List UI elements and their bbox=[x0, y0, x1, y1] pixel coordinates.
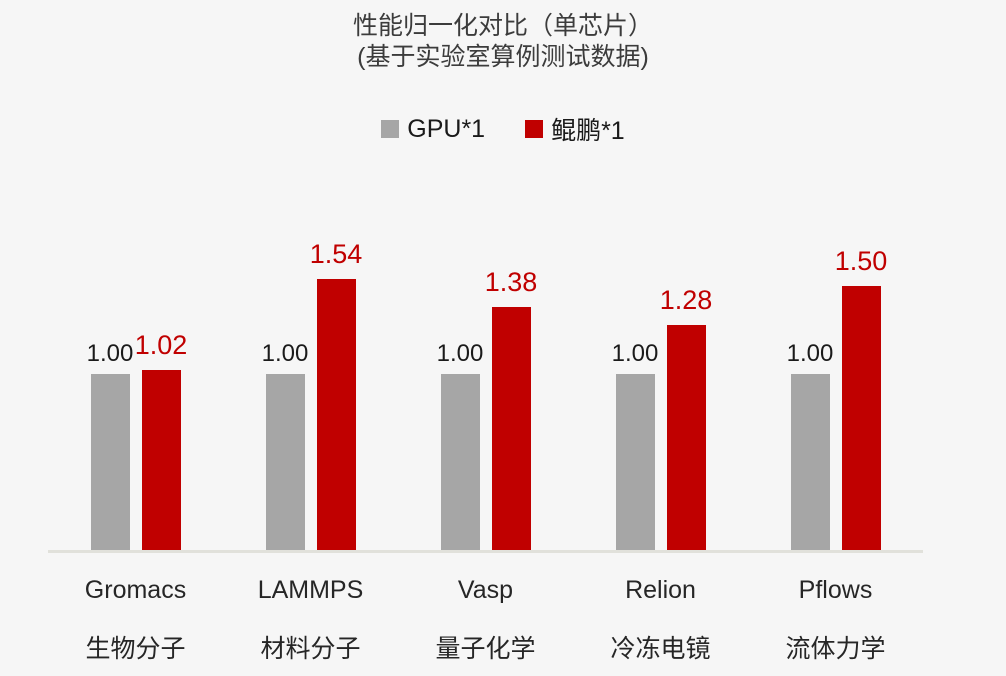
category-label: Gromacs bbox=[84, 576, 187, 604]
bar-group: 1.00 1.50 bbox=[748, 248, 923, 550]
category-label: Vasp bbox=[457, 576, 514, 604]
bar-gpu bbox=[440, 374, 480, 550]
category-cell: Gromacs bbox=[48, 576, 223, 608]
legend-label-gpu: GPU*1 bbox=[407, 114, 486, 143]
bar-value-label-kunpeng: 1.38 bbox=[484, 267, 538, 297]
bar-value-label-kunpeng: 1.50 bbox=[834, 246, 888, 276]
plot-area: 1.00 1.02 1.00 1.54 1.00 1.38 1.00 1.28 1.00 1.50 bbox=[48, 215, 923, 553]
bar-kunpeng bbox=[841, 286, 881, 550]
category-sublabel-cell: 流体力学 bbox=[748, 629, 923, 663]
category-cell: Vasp bbox=[398, 576, 573, 608]
category-sublabel: 流体力学 bbox=[785, 635, 886, 663]
bar-value-label-gpu: 1.00 bbox=[436, 340, 484, 367]
bar-kunpeng bbox=[316, 279, 356, 550]
bar-wrap-kunpeng: 1.28 bbox=[660, 287, 712, 550]
legend-item-gpu: GPU*1 bbox=[381, 115, 485, 144]
bar-gpu bbox=[90, 374, 130, 550]
bar-wrap-kunpeng: 1.54 bbox=[310, 241, 362, 550]
category-sublabel-cell: 生物分子 bbox=[48, 629, 223, 663]
category-sublabel: 量子化学 bbox=[435, 635, 536, 663]
chart-title: 性能归一化对比（单芯片） bbox=[352, 12, 653, 40]
chart-subtitle: (基于实验室算例测试数据) bbox=[357, 43, 649, 71]
bar-value-label-gpu: 1.00 bbox=[261, 340, 309, 367]
bar-value-label-kunpeng: 1.28 bbox=[659, 285, 713, 315]
bar-group: 1.00 1.38 bbox=[398, 269, 573, 550]
bar-gpu bbox=[615, 374, 655, 550]
bar-wrap-gpu: 1.00 bbox=[612, 342, 658, 550]
bar-group: 1.00 1.02 bbox=[48, 332, 223, 550]
bar-wrap-kunpeng: 1.50 bbox=[835, 248, 887, 550]
bar-value-label-gpu: 1.00 bbox=[786, 340, 834, 367]
category-cell: Relion bbox=[573, 576, 748, 608]
plot-groups: 1.00 1.02 1.00 1.54 1.00 1.38 1.00 1.28 1.00 1.50 bbox=[48, 215, 923, 550]
category-label: Relion bbox=[625, 576, 696, 604]
bar-kunpeng bbox=[491, 307, 531, 550]
category-sublabel-cell: 材料分子 bbox=[223, 629, 398, 663]
bar-group: 1.00 1.28 bbox=[573, 287, 748, 550]
legend-swatch-kunpeng-icon bbox=[525, 120, 544, 138]
bar-value-label-kunpeng: 1.02 bbox=[134, 330, 188, 360]
chart-title-block: 性能归一化对比（单芯片） (基于实验室算例测试数据) bbox=[0, 11, 1006, 73]
bar-wrap-gpu: 1.00 bbox=[787, 342, 833, 550]
category-sublabels-row: 生物分子 材料分子 量子化学 冷冻电镜 流体力学 bbox=[48, 629, 923, 663]
bar-value-label-gpu: 1.00 bbox=[611, 340, 659, 367]
category-sublabel: 冷冻电镜 bbox=[610, 635, 711, 663]
category-cell: LAMMPS bbox=[223, 576, 398, 608]
bar-gpu bbox=[265, 374, 305, 550]
bar-kunpeng bbox=[141, 370, 181, 550]
legend-swatch-gpu-icon bbox=[381, 120, 400, 138]
bar-wrap-kunpeng: 1.02 bbox=[135, 332, 187, 550]
category-sublabel: 生物分子 bbox=[85, 635, 186, 663]
bar-gpu bbox=[790, 374, 830, 550]
category-cell: Pflows bbox=[748, 576, 923, 608]
bar-wrap-gpu: 1.00 bbox=[262, 342, 308, 550]
bar-value-label-gpu: 1.00 bbox=[86, 340, 134, 367]
bar-group: 1.00 1.54 bbox=[223, 241, 398, 550]
legend-item-kunpeng: 鲲鹏*1 bbox=[525, 111, 625, 147]
category-sublabel: 材料分子 bbox=[260, 635, 361, 663]
bar-kunpeng bbox=[666, 325, 706, 550]
category-label: LAMMPS bbox=[257, 576, 364, 604]
category-labels-row: Gromacs LAMMPS Vasp Relion Pflows bbox=[48, 576, 923, 608]
legend: GPU*1 鲲鹏*1 bbox=[0, 111, 1006, 147]
bar-wrap-gpu: 1.00 bbox=[437, 342, 483, 550]
bar-wrap-gpu: 1.00 bbox=[87, 342, 133, 550]
bar-wrap-kunpeng: 1.38 bbox=[485, 269, 537, 550]
legend-label-kunpeng: 鲲鹏*1 bbox=[551, 117, 625, 145]
category-label: Pflows bbox=[798, 576, 873, 604]
category-sublabel-cell: 量子化学 bbox=[398, 629, 573, 663]
bar-value-label-kunpeng: 1.54 bbox=[309, 239, 363, 269]
category-sublabel-cell: 冷冻电镜 bbox=[573, 629, 748, 663]
